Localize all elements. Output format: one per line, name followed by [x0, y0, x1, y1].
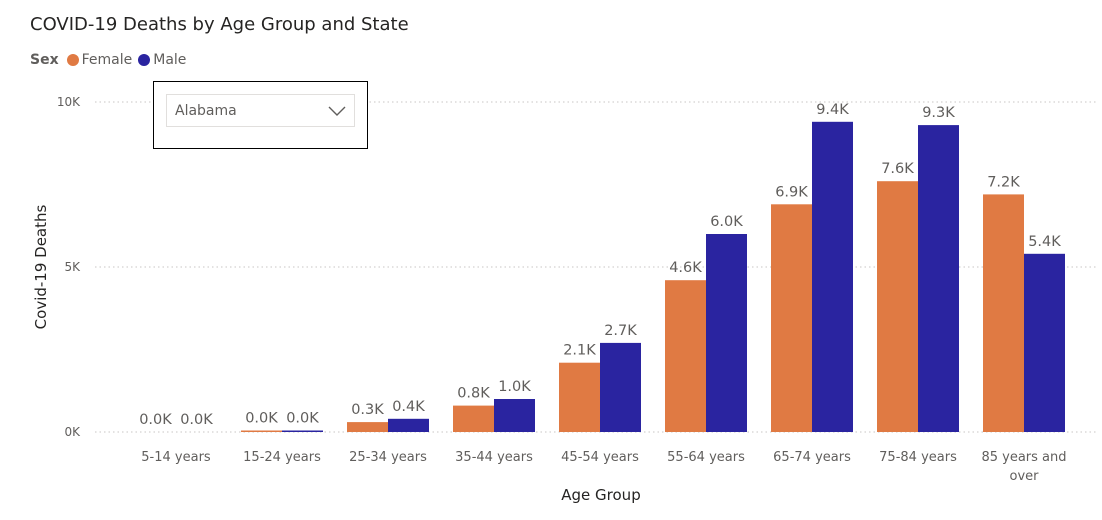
bars	[241, 121, 1065, 433]
x-category-label: 35-44 years	[455, 450, 533, 465]
data-label: 0.3K	[351, 402, 384, 418]
legend-label-male: Male	[153, 52, 187, 68]
bar-female[interactable]	[241, 430, 282, 433]
state-dropdown[interactable]: Alabama	[166, 94, 355, 127]
x-category-label: 45-54 years	[561, 450, 639, 465]
data-label: 2.1K	[563, 343, 596, 359]
y-axis-title: Covid-19 Deaths	[32, 204, 50, 329]
x-category-label: 85 years and	[981, 450, 1066, 465]
state-slicer: Alabama	[153, 81, 368, 149]
state-dropdown-value: Alabama	[175, 102, 237, 119]
data-label: 0.4K	[392, 399, 425, 415]
data-label: 0.0K	[139, 412, 172, 428]
bar-male[interactable]	[1024, 253, 1065, 432]
data-label: 5.4K	[1028, 234, 1061, 250]
y-tick-label: 10K	[57, 95, 81, 109]
x-category-label: 65-74 years	[773, 450, 851, 465]
bar-male[interactable]	[918, 125, 959, 432]
x-axis-title: Age Group	[561, 486, 640, 504]
chart-title: COVID-19 Deaths by Age Group and State	[30, 14, 409, 35]
bar-male[interactable]	[600, 342, 641, 432]
legend-item-female[interactable]: Female	[66, 52, 133, 68]
bar-male[interactable]	[494, 399, 535, 432]
data-label: 6.0K	[710, 214, 743, 230]
data-label: 6.9K	[775, 184, 808, 200]
data-label: 0.0K	[286, 411, 319, 427]
bar-male[interactable]	[388, 418, 429, 432]
data-label: 1.0K	[498, 379, 531, 395]
data-label: 0.0K	[245, 411, 278, 427]
bar-male[interactable]	[706, 234, 747, 432]
data-label: 7.6K	[881, 161, 914, 177]
x-category-label: 55-64 years	[667, 450, 745, 465]
x-category-label: over	[1010, 469, 1040, 484]
chevron-down-icon	[328, 106, 346, 116]
legend-label-female: Female	[81, 52, 133, 68]
legend: Sex Female Male	[30, 52, 192, 68]
x-axis-categories: 5-14 years 15-24 years 25-34 years 35-44 ye…	[141, 450, 1066, 484]
data-label: 9.3K	[922, 105, 955, 121]
bar-male[interactable]	[282, 430, 323, 433]
x-category-label: 15-24 years	[243, 450, 321, 465]
data-label: 2.7K	[604, 323, 637, 339]
bar-female[interactable]	[559, 362, 600, 432]
data-label: 0.0K	[180, 412, 213, 428]
y-tick-label: 0K	[64, 425, 81, 439]
data-label: 9.4K	[816, 102, 849, 118]
bar-female[interactable]	[771, 204, 812, 432]
legend-item-male[interactable]: Male	[138, 52, 186, 68]
data-label: 4.6K	[669, 260, 702, 276]
bar-male[interactable]	[812, 121, 853, 433]
x-category-label: 5-14 years	[141, 450, 211, 465]
bar-female[interactable]	[877, 181, 918, 432]
data-label: 0.8K	[457, 386, 490, 402]
data-label: 7.2K	[987, 174, 1020, 190]
bar-female[interactable]	[453, 405, 494, 432]
data-labels: 0.0K 0.0K 0.0K 0.0K 0.3K 0.4K 0.8K 1.0K 2.1K 2.7K…	[139, 102, 1061, 428]
bar-female[interactable]	[665, 280, 706, 432]
y-tick-label: 5K	[64, 260, 81, 274]
legend-title: Sex	[30, 52, 59, 68]
y-axis-ticks: 0K 5K 10K	[57, 95, 81, 439]
female-dot-icon	[66, 54, 79, 66]
x-category-label: 75-84 years	[879, 450, 957, 465]
x-category-label: 25-34 years	[349, 450, 427, 465]
bar-female[interactable]	[347, 422, 388, 432]
male-dot-icon	[138, 54, 151, 66]
bar-female[interactable]	[983, 194, 1024, 432]
